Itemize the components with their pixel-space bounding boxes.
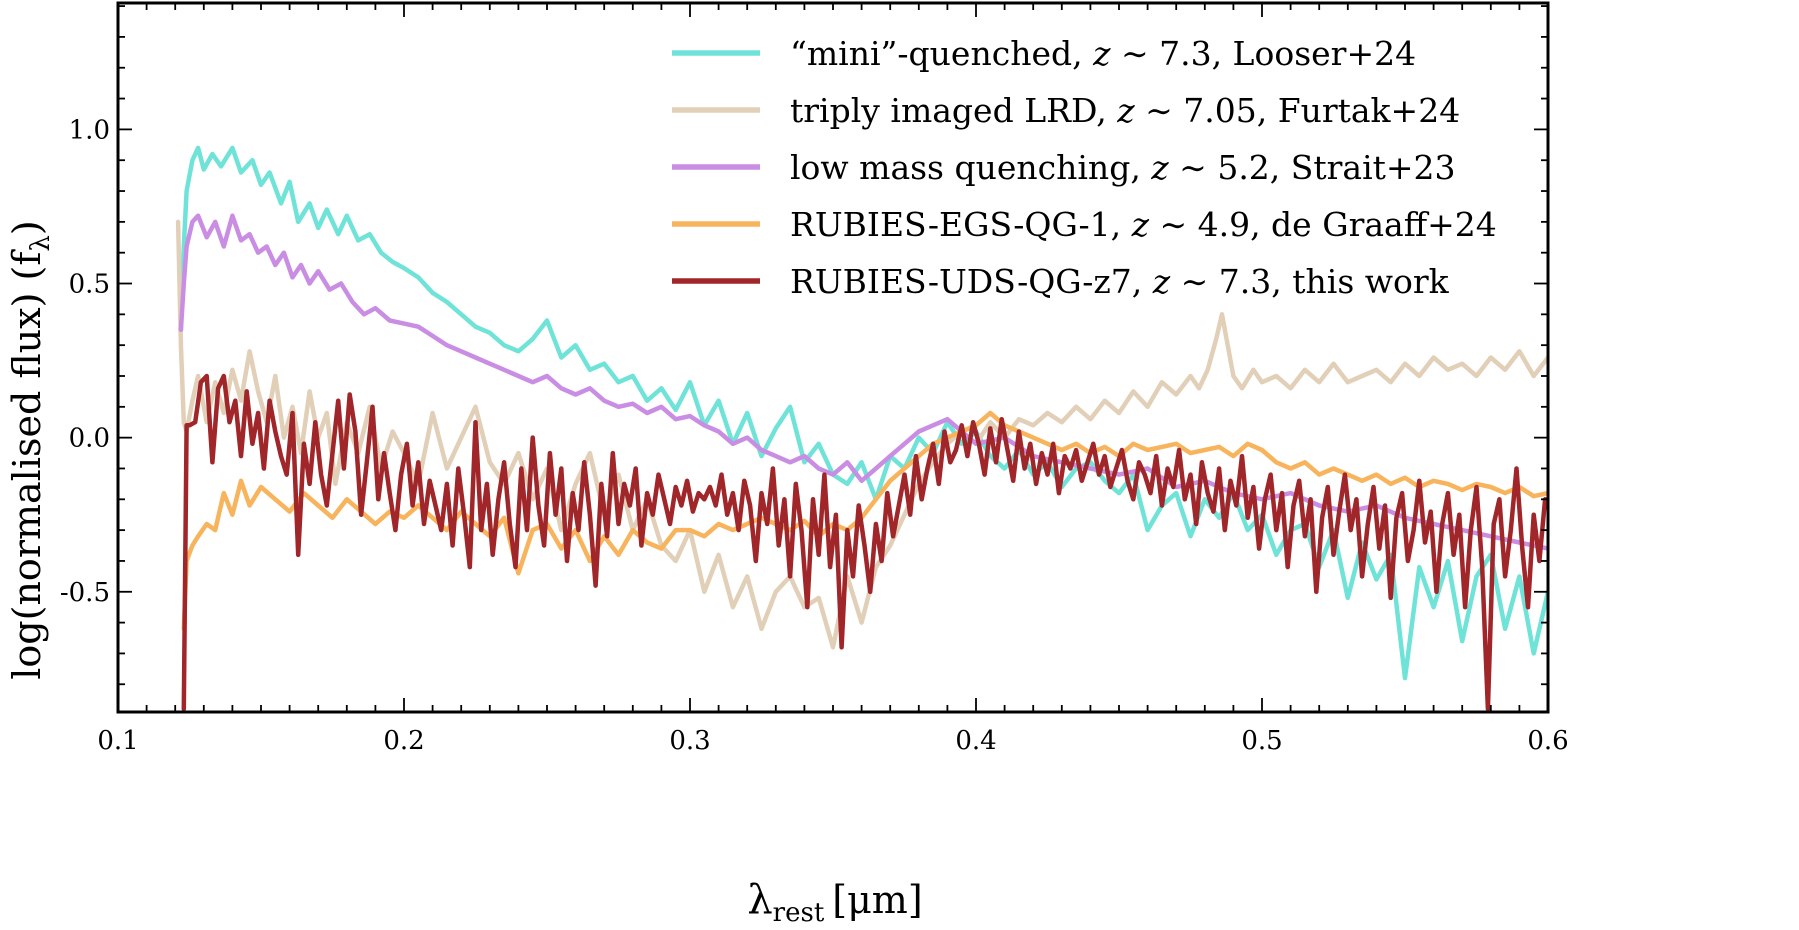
x-tick-label: 0.1: [97, 726, 138, 756]
x-tick-label: 0.4: [955, 726, 996, 756]
x-tick-label: 0.5: [1241, 726, 1282, 756]
series-line-0: [178, 145, 1548, 681]
x-tick-label: 0.2: [383, 726, 424, 756]
y-tick-label: 1.0: [69, 115, 110, 145]
y-tick-label: 0.5: [69, 270, 110, 300]
legend-entry: RUBIES-UDS-QG-z7, z ∼ 7.3, this work: [790, 262, 1450, 301]
legend-entry: “mini”-quenched, z ∼ 7.3, Looser+24: [790, 34, 1416, 73]
series-line-4: [181, 373, 1548, 712]
series-lines: [175, 145, 1548, 712]
legend-entry: triply imaged LRD, z ∼ 7.05, Furtak+24: [790, 91, 1460, 130]
x-tick-label: 0.6: [1527, 726, 1568, 756]
legend-entry: low mass quenching, z ∼ 5.2, Strait+23: [790, 148, 1456, 187]
axes: 0.1 0.2 0.3 0.4 0.5 0.6 -0.5 0.0 0.5 1.0: [60, 1, 1569, 756]
x-axis-title: λrest [μm]: [747, 877, 922, 928]
legend: “mini”-quenched, z ∼ 7.3, Looser+24 tripl…: [672, 34, 1497, 301]
x-tick-label: 0.3: [669, 726, 710, 756]
series-line-1: [175, 219, 1548, 650]
y-tick-label: 0.0: [69, 424, 110, 454]
y-tick-label: -0.5: [60, 578, 110, 608]
y-axis-title: log(normalised flux) (fλ): [5, 220, 56, 679]
legend-entry: RUBIES-EGS-QG-1, z ∼ 4.9, de Graaff+24: [790, 205, 1497, 244]
